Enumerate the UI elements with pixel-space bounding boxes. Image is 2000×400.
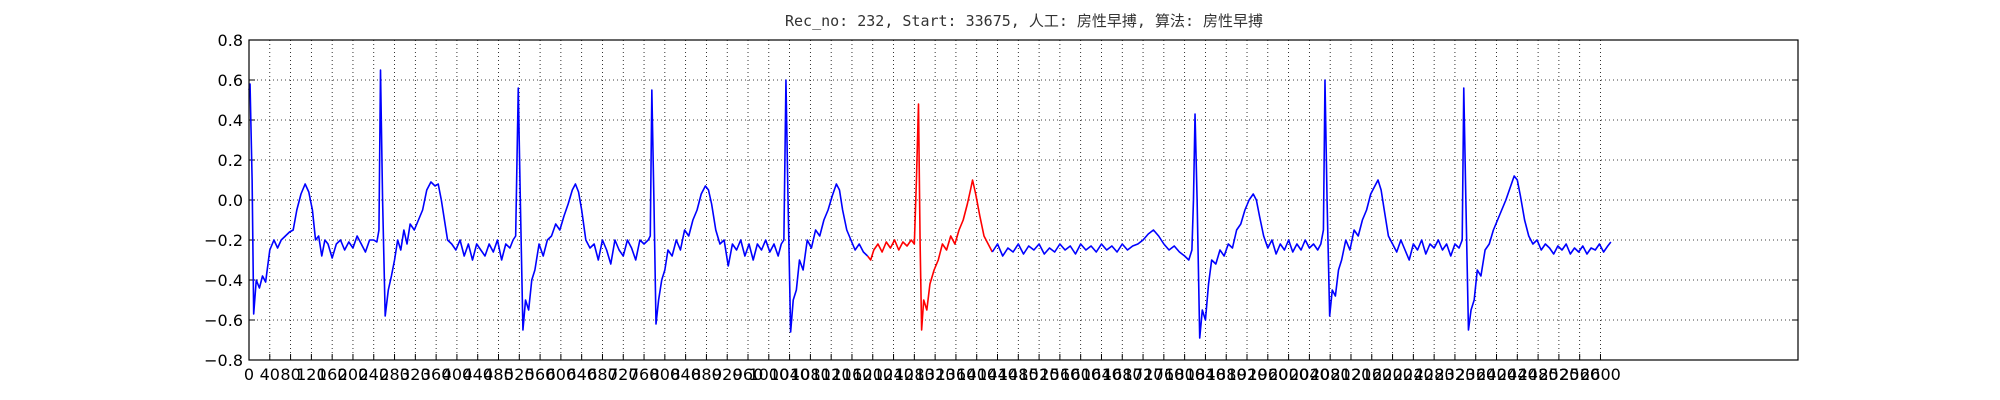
x-tick-label: 960 bbox=[733, 365, 764, 384]
y-tick-label: −0.6 bbox=[204, 311, 243, 330]
x-tick-label: 920 bbox=[712, 365, 743, 384]
x-tick-label: 160 bbox=[317, 365, 348, 384]
x-tick-label: 2320 bbox=[1435, 365, 1476, 384]
y-tick-label: 0.6 bbox=[218, 71, 243, 90]
x-tick-label: 1920 bbox=[1227, 365, 1268, 384]
x-tick-label: 2400 bbox=[1476, 365, 1517, 384]
x-tick-label: 1720 bbox=[1123, 365, 1164, 384]
y-tick-label: −0.2 bbox=[204, 231, 243, 250]
x-tick-label: 2600 bbox=[1580, 365, 1621, 384]
x-tick-label: 400 bbox=[442, 365, 473, 384]
x-tick-label: 40 bbox=[260, 365, 280, 384]
x-tick-label: 2440 bbox=[1497, 365, 1538, 384]
x-tick-label: 1240 bbox=[873, 365, 914, 384]
ecg-line bbox=[866, 103, 994, 331]
x-tick-label: 1120 bbox=[811, 365, 852, 384]
x-tick-label: 480 bbox=[483, 365, 514, 384]
x-tick-label: 1760 bbox=[1143, 365, 1184, 384]
x-tick-label: 680 bbox=[587, 365, 618, 384]
x-tick-label: 1560 bbox=[1040, 365, 1081, 384]
ecg-line bbox=[991, 79, 1612, 339]
x-tick-label: 2000 bbox=[1268, 365, 1309, 384]
x-tick-label: 2480 bbox=[1518, 365, 1559, 384]
x-tick-label: 0 bbox=[244, 365, 254, 384]
x-tick-label: 2360 bbox=[1455, 365, 1496, 384]
x-tick-label: 120 bbox=[296, 365, 327, 384]
y-tick-label: 0.8 bbox=[218, 31, 243, 50]
x-tick-label: 1440 bbox=[977, 365, 1018, 384]
x-tick-label: 1680 bbox=[1102, 365, 1143, 384]
y-tick-label: −0.8 bbox=[204, 351, 243, 370]
x-tick-label: 2040 bbox=[1289, 365, 1330, 384]
plot-frame bbox=[248, 39, 1799, 361]
x-tick-label: 2160 bbox=[1351, 365, 1392, 384]
x-tick-label: 1480 bbox=[998, 365, 1039, 384]
y-tick-label: 0.4 bbox=[218, 111, 243, 130]
x-tick-label: 360 bbox=[421, 365, 452, 384]
ecg-line bbox=[248, 69, 869, 333]
x-tick-label: 2120 bbox=[1331, 365, 1372, 384]
x-tick-label: 1000 bbox=[748, 365, 789, 384]
x-tick-label: 440 bbox=[462, 365, 493, 384]
x-tick-label: 1640 bbox=[1081, 365, 1122, 384]
x-tick-label: 1600 bbox=[1060, 365, 1101, 384]
x-tick-label: 1200 bbox=[852, 365, 893, 384]
y-tick-label: −0.4 bbox=[204, 271, 243, 290]
x-tick-label: 2200 bbox=[1372, 365, 1413, 384]
x-tick-label: 520 bbox=[504, 365, 535, 384]
x-tick-label: 800 bbox=[650, 365, 681, 384]
chart-title: Rec_no: 232, Start: 33675, 人工: 房性早搏, 算法:… bbox=[785, 12, 1263, 30]
x-tick-label: 2560 bbox=[1559, 365, 1600, 384]
x-tick-label: 320 bbox=[400, 365, 431, 384]
x-tick-label: 2280 bbox=[1414, 365, 1455, 384]
x-tick-label: 1400 bbox=[956, 365, 997, 384]
x-tick-label: 80 bbox=[280, 365, 300, 384]
x-tick-label: 1800 bbox=[1164, 365, 1205, 384]
x-tick-label: 240 bbox=[358, 365, 389, 384]
x-tick-label: 640 bbox=[566, 365, 597, 384]
x-tick-label: 880 bbox=[691, 365, 722, 384]
x-tick-label: 840 bbox=[670, 365, 701, 384]
x-tick-label: 2240 bbox=[1393, 365, 1434, 384]
x-tick-label: 1960 bbox=[1247, 365, 1288, 384]
x-tick-label: 1160 bbox=[832, 365, 873, 384]
x-tick-label: 760 bbox=[629, 365, 660, 384]
y-tick-label: 0.0 bbox=[218, 191, 243, 210]
x-tick-label: 1320 bbox=[915, 365, 956, 384]
x-tick-label: 1040 bbox=[769, 365, 810, 384]
x-tick-label: 720 bbox=[608, 365, 639, 384]
x-tick-label: 1520 bbox=[1019, 365, 1060, 384]
x-tick-label: 280 bbox=[379, 365, 410, 384]
x-tick-label: 1280 bbox=[894, 365, 935, 384]
x-tick-label: 2520 bbox=[1539, 365, 1580, 384]
x-tick-label: 1360 bbox=[936, 365, 977, 384]
x-tick-label: 600 bbox=[546, 365, 577, 384]
y-tick-label: 0.2 bbox=[218, 151, 243, 170]
x-tick-label: 1080 bbox=[790, 365, 831, 384]
x-tick-label: 200 bbox=[338, 365, 369, 384]
x-tick-label: 560 bbox=[525, 365, 556, 384]
x-tick-label: 2080 bbox=[1310, 365, 1351, 384]
x-tick-label: 1880 bbox=[1206, 365, 1247, 384]
x-tick-label: 1840 bbox=[1185, 365, 1226, 384]
